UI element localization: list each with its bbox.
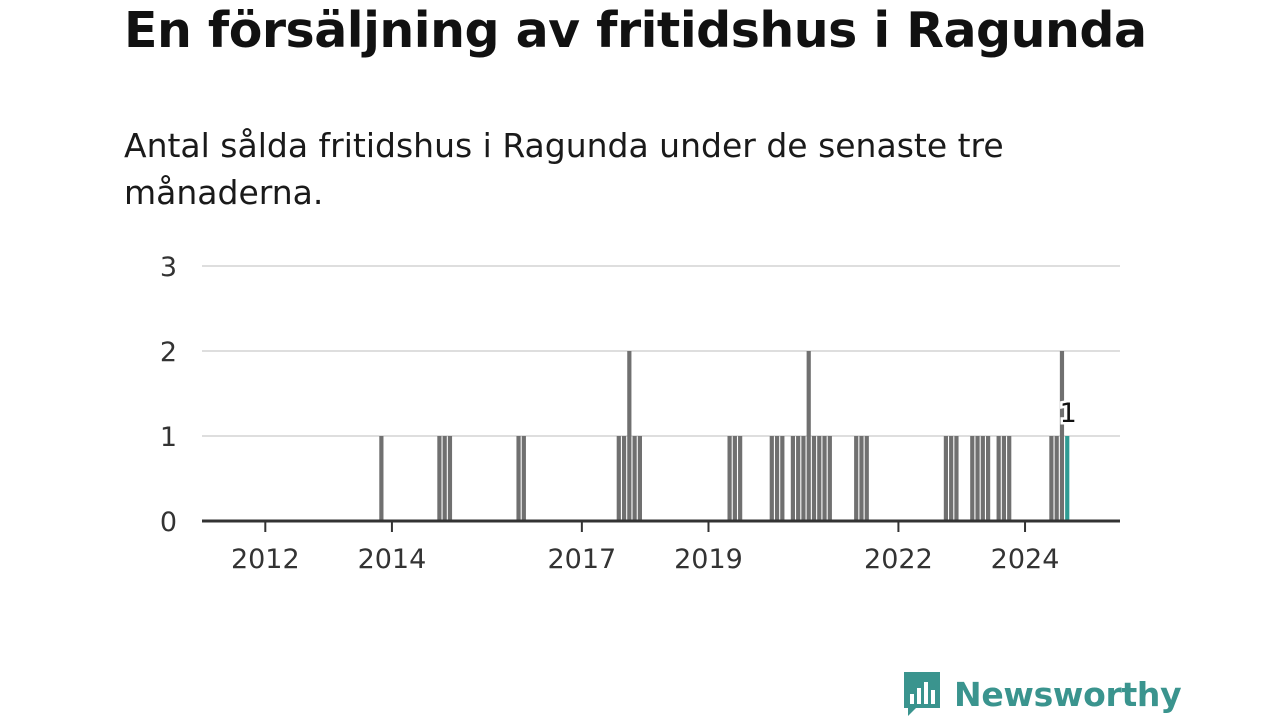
bar [975, 436, 980, 521]
data-label: 1 [1060, 398, 1077, 429]
bars [379, 351, 1070, 521]
bar [1007, 436, 1012, 521]
bar [632, 436, 637, 521]
bar-chart-bubble-icon [904, 672, 940, 716]
gridlines [202, 265, 1120, 437]
bar [1054, 436, 1059, 521]
x-tick-label: 2024 [991, 544, 1060, 575]
bar [738, 436, 743, 521]
bar-highlighted [1065, 436, 1070, 521]
bar [1001, 436, 1007, 521]
bar [379, 436, 384, 521]
bar [822, 436, 827, 521]
bar [1059, 351, 1065, 521]
y-axis-ticks: 0 1 2 3 [160, 252, 177, 538]
bar [780, 436, 785, 521]
bar [859, 436, 864, 521]
bar [943, 436, 948, 521]
bar [769, 436, 774, 521]
bar [447, 436, 453, 521]
bar [980, 436, 985, 521]
bar [437, 436, 442, 521]
bar [796, 436, 801, 521]
bar [516, 436, 521, 521]
bar [621, 436, 627, 521]
x-tick-label: 2019 [674, 544, 743, 575]
bar [637, 436, 642, 521]
logo-text: Newsworthy [954, 674, 1182, 714]
bar [949, 436, 954, 521]
bar [774, 436, 780, 521]
bar [801, 436, 806, 521]
data-labels: 1 [1057, 396, 1079, 432]
chart-subtitle: Antal sålda fritidshus i Ragunda under d… [124, 126, 1004, 212]
y-tick-label: 3 [160, 252, 177, 283]
x-tick-label: 2022 [864, 544, 933, 575]
bar [970, 436, 975, 521]
x-tick-label: 2012 [231, 544, 300, 575]
bar [790, 436, 795, 521]
bar [442, 436, 447, 521]
bar [627, 351, 632, 521]
bar [996, 436, 1001, 521]
x-axis-ticks: 2012 2014 2017 2019 2022 2024 [231, 521, 1059, 575]
bar [954, 436, 959, 521]
bar [727, 436, 732, 521]
bar [521, 436, 526, 521]
bar [827, 436, 832, 521]
y-tick-label: 1 [160, 422, 177, 453]
bar [864, 436, 869, 521]
bar [986, 436, 991, 521]
x-tick-label: 2017 [548, 544, 617, 575]
newsworthy-logo: Newsworthy [902, 670, 1182, 718]
y-tick-label: 0 [160, 507, 177, 538]
bar [811, 436, 817, 521]
bar [732, 436, 737, 521]
bar [616, 436, 621, 521]
bar [806, 351, 811, 521]
bar [854, 436, 859, 521]
chart-title: En försäljning av fritidshus i Ragunda [124, 2, 1147, 59]
bar [817, 436, 822, 521]
y-tick-label: 2 [160, 337, 177, 368]
x-tick-label: 2014 [358, 544, 427, 575]
bar [1049, 436, 1054, 521]
